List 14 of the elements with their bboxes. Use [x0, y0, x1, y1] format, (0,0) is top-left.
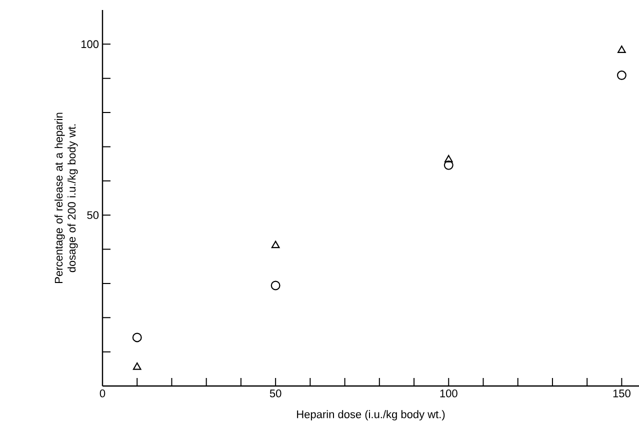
- point: [618, 46, 626, 53]
- point: [444, 160, 454, 170]
- y-axis-title: Percentage of release at a heparin dosage of 200 i.u./kg body wt.: [54, 112, 78, 284]
- point: [132, 332, 142, 342]
- point: [444, 154, 453, 162]
- x-tick-label: 150: [613, 390, 630, 398]
- point: [616, 70, 626, 80]
- point: [271, 240, 280, 248]
- x-axis-title: Heparin dose (i.u./kg body wt.): [297, 410, 445, 420]
- x-tick-label: 100: [440, 390, 458, 398]
- point: [132, 362, 142, 370]
- x-tick-label: 0: [100, 390, 106, 398]
- point: [270, 280, 280, 290]
- x-tick-label: 50: [270, 390, 282, 398]
